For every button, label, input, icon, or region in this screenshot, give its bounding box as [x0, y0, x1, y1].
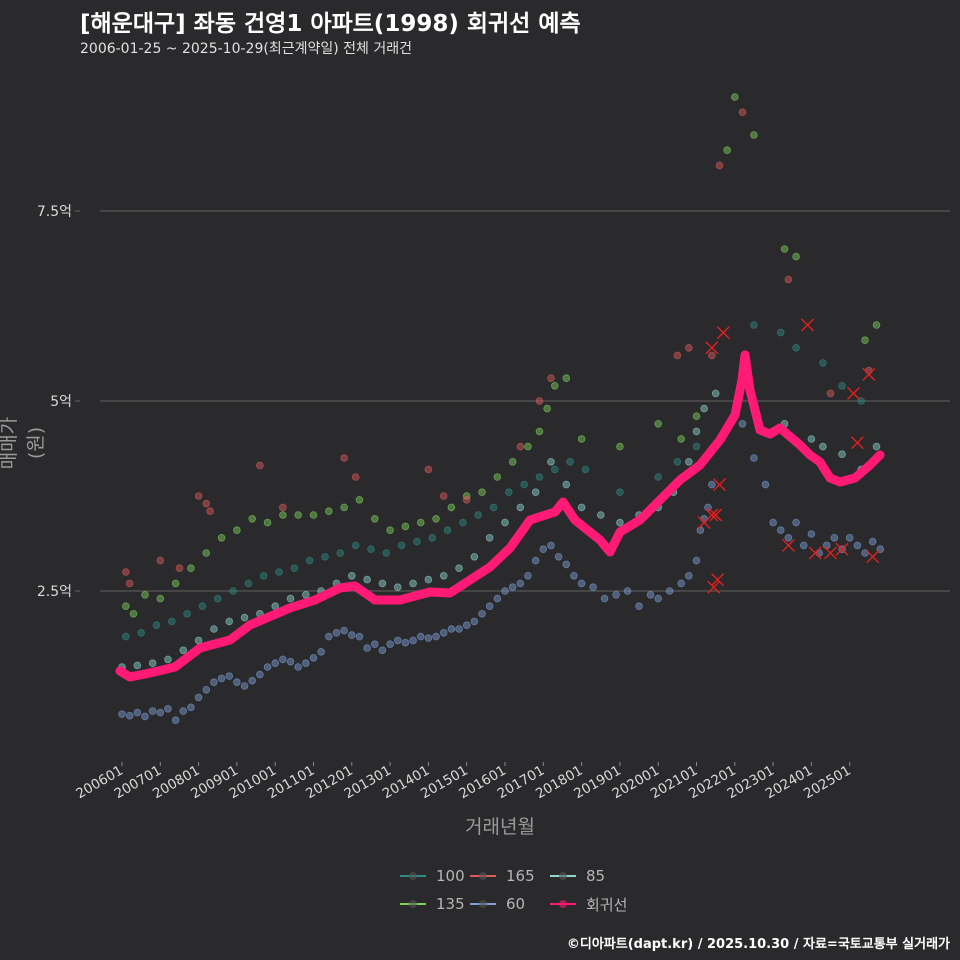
y-axis-ticks: 2.5억 5억 7.5억: [37, 204, 80, 600]
legend-key-icon: [470, 870, 496, 882]
svg-text:2.5억: 2.5억: [37, 584, 72, 600]
legend-item: 100: [400, 866, 470, 886]
chart-subtitle: 2006-01-25 ~ 2025-10-29(최근계약일) 전체 거래건: [80, 41, 412, 57]
legend-key-icon: [400, 898, 426, 910]
legend-key-icon: [470, 898, 496, 910]
svg-text:7.5억: 7.5억: [37, 204, 72, 220]
cancelled-marks: [697, 318, 880, 594]
x-axis-label: 거래년월: [465, 816, 535, 838]
legend-key-icon: [400, 870, 426, 882]
legend-key-icon: [550, 870, 576, 882]
source-credit: ©디아파트(dapt.kr) / 2025.10.30 / 자료=국토교통부 실…: [566, 937, 950, 952]
scatter-points: [118, 93, 885, 724]
svg-text:5억: 5억: [50, 394, 72, 410]
grid-lines: [100, 210, 950, 592]
legend-item: 165: [470, 866, 550, 886]
legend-item: 135: [400, 894, 470, 914]
legend-key-icon: [550, 898, 576, 910]
legend: 100 165 85 135 60 회귀선: [400, 866, 630, 914]
legend-item: 회귀선: [550, 894, 630, 914]
x-axis-ticks: 2006012007012008012009012010012011012012…: [73, 762, 854, 802]
y-axis-label: 매매가(원): [0, 416, 47, 470]
legend-item: 85: [550, 866, 630, 886]
chart-title: [해운대구] 좌동 건영1 아파트(1998) 회귀선 예측: [80, 11, 581, 37]
regression-line: [115, 350, 885, 682]
legend-item: 60: [470, 894, 550, 914]
